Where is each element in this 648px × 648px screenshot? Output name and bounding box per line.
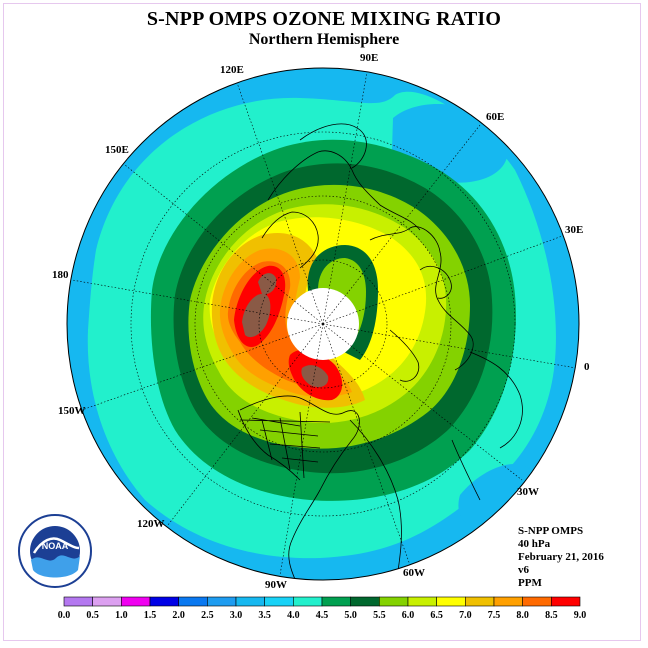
chart-title: S-NPP OMPS OZONE MIXING RATIO bbox=[146, 8, 502, 30]
info-block: S-NPP OMPS 40 hPa February 21, 2016 v6 P… bbox=[518, 525, 604, 590]
lon-label-60e: 60E bbox=[486, 111, 504, 123]
lon-label-30w: 30W bbox=[517, 486, 539, 498]
lon-label-30e: 30E bbox=[565, 224, 583, 236]
field-low-atlantic bbox=[458, 464, 532, 526]
graticule bbox=[71, 71, 577, 576]
lon-label-120e: 120E bbox=[220, 64, 244, 76]
info-units: PPM bbox=[518, 577, 542, 589]
info-date: February 21, 2016 bbox=[518, 551, 604, 563]
longitude-labels: 90E 60E 30E 0 30W 60W 90W 120W 150W 180 … bbox=[52, 52, 590, 591]
logo-text: NOAA bbox=[42, 541, 69, 551]
lon-label-150w: 150W bbox=[58, 405, 86, 417]
info-level: 40 hPa bbox=[518, 538, 551, 550]
noaa-logo: NOAA bbox=[18, 514, 92, 588]
lon-label-60w: 60W bbox=[403, 567, 425, 579]
coastlines bbox=[237, 123, 523, 580]
info-version: v6 bbox=[518, 564, 529, 576]
figure-frame bbox=[3, 3, 641, 641]
lon-label-120w: 120W bbox=[137, 518, 165, 530]
lon-label-0: 0 bbox=[584, 361, 590, 373]
map-boundary bbox=[66, 67, 580, 581]
field-8.5-9.0 bbox=[242, 293, 271, 338]
field-8.5-9.0-c bbox=[301, 365, 329, 388]
lon-label-90e: 90E bbox=[360, 52, 378, 64]
field-8.5-9.0-b bbox=[258, 273, 277, 295]
info-instrument: S-NPP OMPS bbox=[518, 525, 584, 537]
lon-label-150e: 150E bbox=[105, 144, 129, 156]
lon-label-180: 180 bbox=[52, 269, 69, 281]
chart-subtitle: Northern Hemisphere bbox=[248, 31, 400, 48]
lon-label-90w: 90W bbox=[265, 579, 287, 591]
